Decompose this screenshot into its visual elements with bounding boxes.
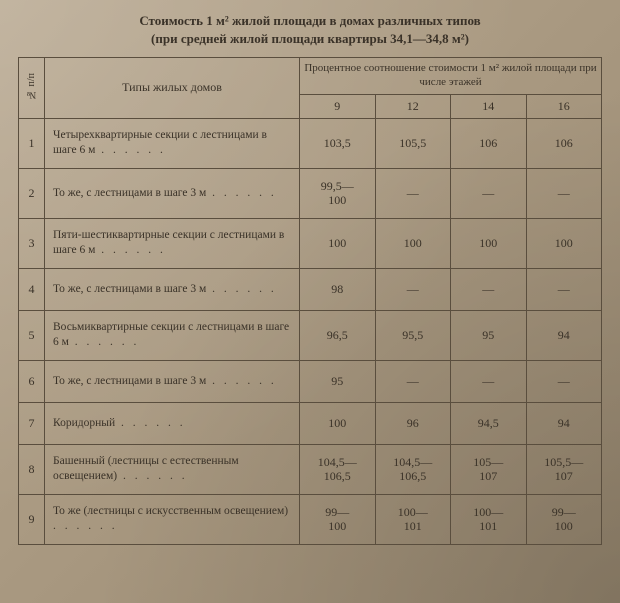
col-header-floor-14: 14 bbox=[451, 94, 527, 118]
row-value: — bbox=[375, 168, 451, 218]
table-row: 2То же, с лестницами в шаге 3 м . . . . … bbox=[19, 168, 602, 218]
table-row: 9То же (лестницы с искусственным освещен… bbox=[19, 494, 602, 544]
row-value: 100—101 bbox=[375, 494, 451, 544]
col-header-floor-12: 12 bbox=[375, 94, 451, 118]
table-header: № п/п Типы жилых домов Процентное соотно… bbox=[19, 58, 602, 119]
row-number: 5 bbox=[19, 310, 45, 360]
row-value: — bbox=[451, 268, 527, 310]
title-line-2: (при средней жилой площади квартиры 34,1… bbox=[18, 30, 602, 48]
row-value: 105,5 bbox=[375, 118, 451, 168]
row-value: 96,5 bbox=[300, 310, 376, 360]
col-header-type: Типы жилых домов bbox=[45, 58, 300, 119]
row-value: 105—107 bbox=[451, 444, 527, 494]
row-number: 4 bbox=[19, 268, 45, 310]
row-value: — bbox=[526, 168, 602, 218]
row-value: 100 bbox=[375, 218, 451, 268]
row-number: 7 bbox=[19, 402, 45, 444]
row-value: 95,5 bbox=[375, 310, 451, 360]
row-value: 105,5—107 bbox=[526, 444, 602, 494]
row-value: 104,5—106,5 bbox=[300, 444, 376, 494]
row-value: 94,5 bbox=[451, 402, 527, 444]
table-row: 6То же, с лестницами в шаге 3 м . . . . … bbox=[19, 360, 602, 402]
row-type: То же (лестницы с искусственным освещени… bbox=[45, 494, 300, 544]
row-value: 94 bbox=[526, 402, 602, 444]
row-value: 94 bbox=[526, 310, 602, 360]
row-value: 100 bbox=[300, 402, 376, 444]
col-header-number: № п/п bbox=[19, 58, 45, 119]
row-value: — bbox=[375, 268, 451, 310]
row-type: Четырехквартирные секции с лестницами в … bbox=[45, 118, 300, 168]
row-type: Коридорный . . . . . . bbox=[45, 402, 300, 444]
row-value: — bbox=[451, 360, 527, 402]
row-value: 103,5 bbox=[300, 118, 376, 168]
table-row: 4То же, с лестницами в шаге 3 м . . . . … bbox=[19, 268, 602, 310]
row-value: — bbox=[451, 168, 527, 218]
table-row: 7Коридорный . . . . . .1009694,594 bbox=[19, 402, 602, 444]
row-value: 106 bbox=[451, 118, 527, 168]
row-type: Восьмиквартирные секции с лестницами в ш… bbox=[45, 310, 300, 360]
row-value: 95 bbox=[300, 360, 376, 402]
row-value: 99—100 bbox=[300, 494, 376, 544]
row-value: 104,5—106,5 bbox=[375, 444, 451, 494]
row-value: 95 bbox=[451, 310, 527, 360]
row-number: 3 bbox=[19, 218, 45, 268]
title-line-1: Стоимость 1 м² жилой площади в домах раз… bbox=[18, 12, 602, 30]
row-number: 2 bbox=[19, 168, 45, 218]
row-type: То же, с лестницами в шаге 3 м . . . . .… bbox=[45, 268, 300, 310]
row-value: — bbox=[526, 360, 602, 402]
row-value: 100—101 bbox=[451, 494, 527, 544]
col-header-group: Процентное соотношение стоимости 1 м² жи… bbox=[300, 58, 602, 95]
row-value: 98 bbox=[300, 268, 376, 310]
row-value: 99—100 bbox=[526, 494, 602, 544]
row-value: 106 bbox=[526, 118, 602, 168]
col-header-floor-9: 9 bbox=[300, 94, 376, 118]
cost-table: № п/п Типы жилых домов Процентное соотно… bbox=[18, 57, 602, 545]
page-title: Стоимость 1 м² жилой площади в домах раз… bbox=[18, 12, 602, 47]
row-value: 100 bbox=[300, 218, 376, 268]
row-value: 100 bbox=[451, 218, 527, 268]
table-body: 1Четырехквартирные секции с лестницами в… bbox=[19, 118, 602, 544]
row-value: — bbox=[375, 360, 451, 402]
row-number: 6 bbox=[19, 360, 45, 402]
table-row: 8Башенный (лестницы с естественным освещ… bbox=[19, 444, 602, 494]
row-number: 9 bbox=[19, 494, 45, 544]
col-header-floor-16: 16 bbox=[526, 94, 602, 118]
row-value: 99,5—100 bbox=[300, 168, 376, 218]
row-type: Пяти-шестиквартирные секции с лестницами… bbox=[45, 218, 300, 268]
row-type: Башенный (лестницы с естественным освеще… bbox=[45, 444, 300, 494]
row-value: 96 bbox=[375, 402, 451, 444]
row-type: То же, с лестницами в шаге 3 м . . . . .… bbox=[45, 360, 300, 402]
table-row: 1Четырехквартирные секции с лестницами в… bbox=[19, 118, 602, 168]
row-value: — bbox=[526, 268, 602, 310]
table-row: 5Восьмиквартирные секции с лестницами в … bbox=[19, 310, 602, 360]
row-number: 8 bbox=[19, 444, 45, 494]
row-type: То же, с лестницами в шаге 3 м . . . . .… bbox=[45, 168, 300, 218]
row-number: 1 bbox=[19, 118, 45, 168]
row-value: 100 bbox=[526, 218, 602, 268]
table-row: 3Пяти-шестиквартирные секции с лестницам… bbox=[19, 218, 602, 268]
